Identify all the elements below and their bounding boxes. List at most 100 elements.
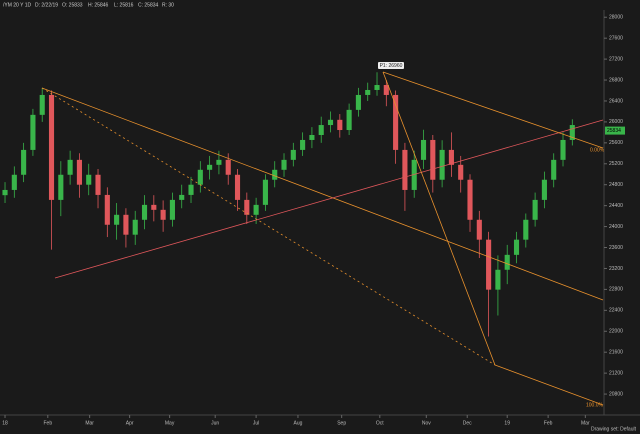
- candle-body: [244, 199, 250, 215]
- symbol: /YM 20 Y 1D: [3, 2, 32, 8]
- candle-body: [430, 139, 436, 180]
- candle-body: [169, 199, 175, 220]
- y-tick-label: 23200: [609, 266, 623, 272]
- x-tick-label: Feb: [544, 420, 553, 426]
- x-tick-label: Oct: [376, 420, 384, 426]
- candle-body: [523, 219, 529, 240]
- candle-body: [2, 189, 8, 196]
- y-tick-label: 28000: [609, 15, 623, 21]
- candle-body: [504, 254, 510, 270]
- candle-body: [58, 174, 64, 200]
- trend-line: [41, 87, 604, 301]
- candle-body: [253, 204, 259, 215]
- candle-body: [234, 174, 241, 200]
- fib-line: [382, 71, 604, 149]
- candle-body: [281, 159, 287, 170]
- close: C: 25834: [138, 2, 159, 8]
- y-tick-label: 23600: [609, 245, 623, 251]
- y-tick-label: 21600: [609, 350, 623, 356]
- candle-body: [48, 94, 55, 200]
- header: /YM 20 Y 1D D: 2/22/19 O: 25833 H: 25846…: [3, 2, 174, 8]
- y-tick-label: 26000: [609, 119, 623, 125]
- candle-body: [393, 94, 399, 150]
- candle-body: [448, 149, 454, 165]
- candle-body: [11, 174, 17, 190]
- x-tick-label: Mar: [581, 420, 590, 426]
- y-tick-label: 25600: [609, 140, 623, 146]
- candle-body: [290, 149, 296, 160]
- fib-label: 100.0%: [586, 402, 604, 408]
- candle-body: [560, 139, 566, 160]
- candle-body: [420, 139, 427, 160]
- candle-body: [309, 134, 315, 140]
- y-tick-label: 26800: [609, 77, 623, 83]
- candle-body: [439, 149, 445, 180]
- candle-body: [532, 199, 538, 220]
- candle-body: [272, 169, 278, 180]
- fib-label: 0.00%: [590, 147, 605, 153]
- candle-body: [337, 119, 343, 131]
- candle-body: [123, 214, 129, 235]
- last-price-box: [605, 126, 625, 135]
- y-tick-label: 24400: [609, 203, 623, 209]
- x-tick-label: May: [165, 420, 175, 426]
- candle-body: [216, 159, 222, 165]
- candle-body: [365, 89, 371, 95]
- candle-body: [76, 159, 82, 185]
- trend-line: [54, 119, 604, 279]
- date: D: 2/22/19: [35, 2, 58, 8]
- x-tick-label: Sep: [337, 420, 346, 426]
- y-tick-label: 27600: [609, 35, 623, 41]
- last-price-label: 25834: [607, 128, 621, 134]
- candle-body: [541, 179, 547, 200]
- drawings: [41, 71, 604, 406]
- candle-body: [262, 179, 268, 205]
- pivot-label: P1: 26960: [380, 63, 403, 69]
- candle-body: [300, 139, 306, 150]
- x-tick-label: 19: [504, 420, 510, 426]
- candle-body: [86, 174, 92, 185]
- y-tick-label: 22000: [609, 329, 623, 335]
- y-tick-label: 22400: [609, 308, 623, 314]
- candle-body: [355, 94, 361, 110]
- candle-body: [39, 94, 45, 115]
- candle-body: [197, 169, 203, 185]
- x-tick-label: Apr: [126, 420, 134, 426]
- candle-body: [402, 149, 408, 190]
- y-tick-label: 20800: [609, 391, 623, 397]
- x-tick-label: Dec: [463, 420, 472, 426]
- candle-body: [476, 219, 482, 240]
- candle-body: [21, 149, 27, 175]
- candle-body: [346, 109, 352, 131]
- candle-body: [114, 214, 120, 225]
- x-tick-label: Jul: [253, 420, 259, 426]
- candle-body: [160, 209, 166, 220]
- candle-body: [374, 85, 380, 90]
- candle-body: [67, 159, 73, 175]
- y-tick-label: 27200: [609, 56, 623, 62]
- range: R: 30: [162, 2, 174, 8]
- candle-body: [458, 164, 464, 180]
- fib-line: [382, 71, 496, 366]
- fib-line: [494, 364, 604, 406]
- x-tick-label: Nov: [422, 420, 431, 426]
- pivot-box: [378, 62, 404, 69]
- candle-body: [327, 119, 334, 126]
- candle-body: [383, 85, 389, 95]
- y-tick-label: 25200: [609, 161, 623, 167]
- y-tick-label: 22800: [609, 287, 623, 293]
- candle-body: [30, 114, 36, 150]
- candle-body: [151, 204, 157, 210]
- y-tick-label: 21200: [609, 370, 623, 376]
- candle-body: [179, 194, 185, 200]
- candle-body: [207, 164, 213, 170]
- candle-body: [495, 269, 501, 290]
- drawing-set: Drawing set: Default: [591, 426, 637, 432]
- candle-body: [551, 159, 557, 180]
- candle-body: [411, 159, 417, 190]
- y-tick-label: 24800: [609, 182, 623, 188]
- candle-body: [95, 174, 101, 195]
- y-tick-label: 24000: [609, 224, 623, 230]
